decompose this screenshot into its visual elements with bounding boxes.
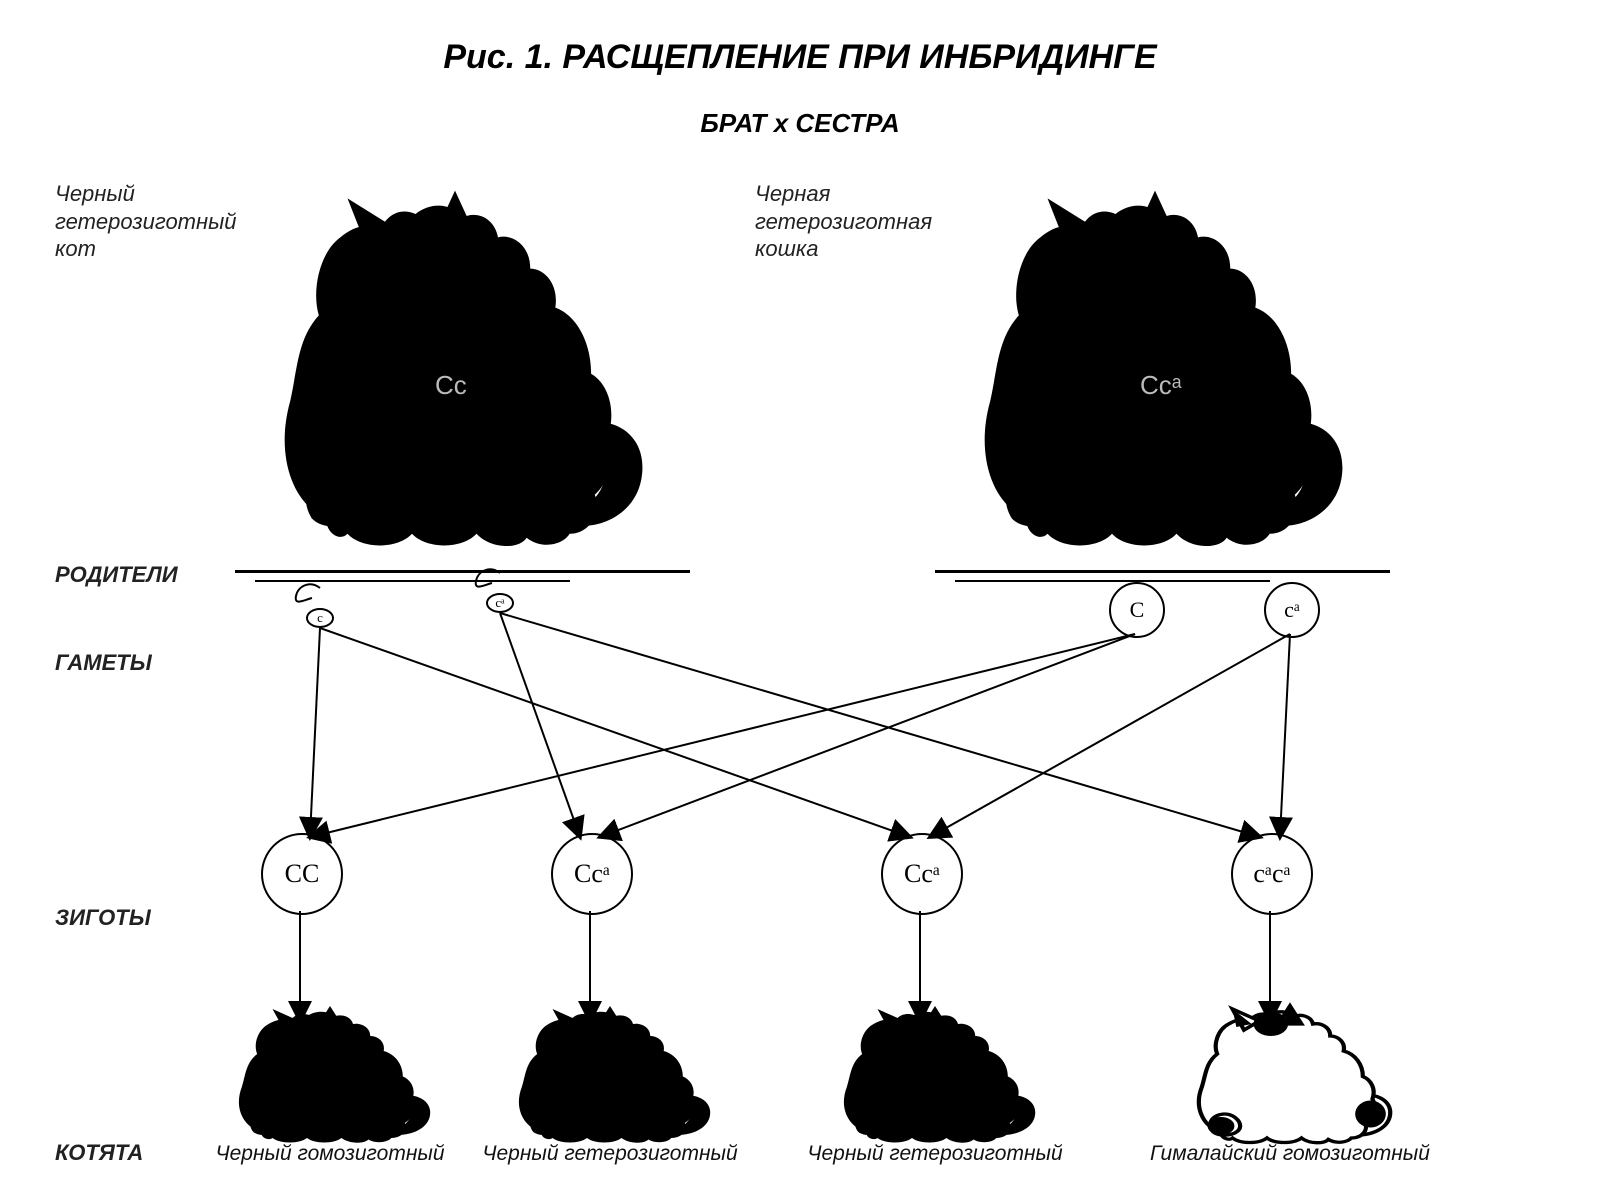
kitten-label-k3: Черный гетерозиготный: [790, 1142, 1080, 1166]
kitten-label-k1: Черный гомозиготный: [185, 1142, 475, 1166]
kitten-label-k4: Гималайский гомозиготный: [1145, 1142, 1435, 1166]
kitten-label-k2: Черный гетерозиготный: [465, 1142, 755, 1166]
